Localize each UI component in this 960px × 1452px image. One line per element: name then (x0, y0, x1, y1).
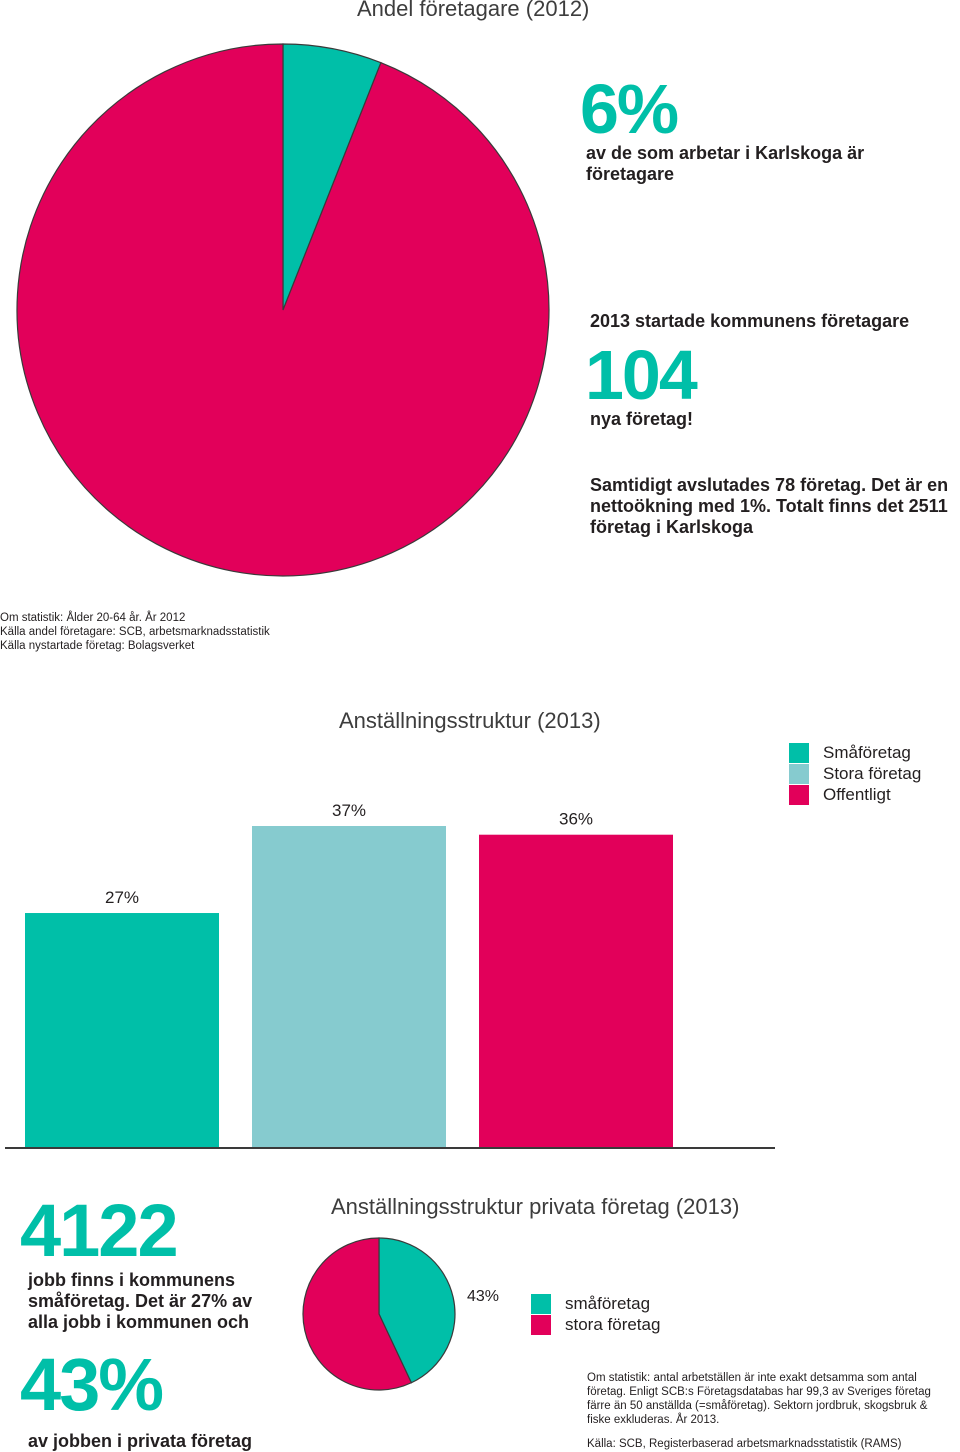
started-number: 104 (585, 336, 698, 414)
bar-label-2: 36% (559, 810, 593, 829)
pie2-legend-item-stora-foretag: stora företag (531, 1314, 660, 1335)
pie1-slice-1 (16, 43, 550, 577)
pie2-legend-swatch-smaforetag (531, 1293, 551, 1314)
pie2-legend: småföretag stora företag (531, 1293, 660, 1335)
bar-chart-title: Anställningsstruktur (2013) (339, 708, 601, 733)
bar-chart: 27% 37% 36% (5, 801, 775, 1149)
legend-swatch-stora-foretag (789, 763, 809, 784)
pct-companies-desc: av de som arbetar i Karlskoga är företag… (586, 143, 865, 184)
source-note-3: Källa nystartade företag: Bolagsverket (0, 640, 195, 652)
pct-private: 43% (20, 1343, 164, 1426)
started-label: 2013 startade kommunens företagare (590, 311, 910, 331)
legend-item-smaforetag: Småföretag (789, 742, 921, 763)
pie1-chart (16, 43, 550, 577)
pie2-legend-item-smaforetag: småföretag (531, 1293, 660, 1314)
jobs-text: jobb finns i kommunens småföretag. Det ä… (28, 1270, 253, 1332)
legend-label-smaforetag: Småföretag (823, 742, 911, 762)
pie2-slice-0 (378, 1237, 456, 1384)
source-rams: Källa: SCB, Registerbaserad arbetsmarkna… (587, 1438, 902, 1450)
pie2-title: Anställningsstruktur privata företag (20… (331, 1194, 740, 1219)
pie1-title: Andel företagare (2012) (357, 0, 590, 21)
pie2-label-smaforetag: 43% (467, 1288, 499, 1305)
pct-companies: 6% (580, 70, 679, 148)
bar-legend: Småföretag Stora företag Offentligt (789, 742, 921, 805)
bar-label-0: 27% (105, 888, 139, 907)
legend-label-stora-foretag: Stora företag (823, 763, 922, 783)
pie2-slice-1 (302, 1237, 413, 1391)
pct-private-text: av jobben i privata företag (28, 1431, 253, 1451)
pie2-legend-label-stora-foretag: stora företag (565, 1314, 661, 1334)
bar-småföretag (25, 913, 219, 1148)
source-note-2: Källa andel företagare: SCB, arbetsmarkn… (0, 626, 270, 638)
legend-label-offentligt: Offentligt (823, 784, 891, 804)
bar-offentligt (479, 834, 673, 1148)
pie2-legend-swatch-stora-foretag (531, 1314, 551, 1335)
legend-swatch-offentligt (789, 784, 809, 805)
about-statistics: Om statistik: antal arbetställen är inte… (587, 1372, 931, 1426)
bar-stora-företag (252, 826, 446, 1148)
legend-item-stora-foretag: Stora företag (789, 763, 921, 784)
source-note-1: Om statistik: Ålder 20-64 år. År 2012 (0, 612, 186, 624)
pie2-legend-label-smaforetag: småföretag (565, 1293, 651, 1313)
jobs-number: 4122 (20, 1189, 179, 1272)
closed-text: Samtidigt avslutades 78 företag. Det är … (590, 475, 949, 537)
bar-label-1: 37% (332, 801, 366, 820)
started-suffix: nya företag! (590, 409, 694, 429)
legend-item-offentligt: Offentligt (789, 784, 921, 805)
pie2-chart: 43% (302, 1237, 499, 1391)
legend-swatch-smaforetag (789, 742, 809, 763)
